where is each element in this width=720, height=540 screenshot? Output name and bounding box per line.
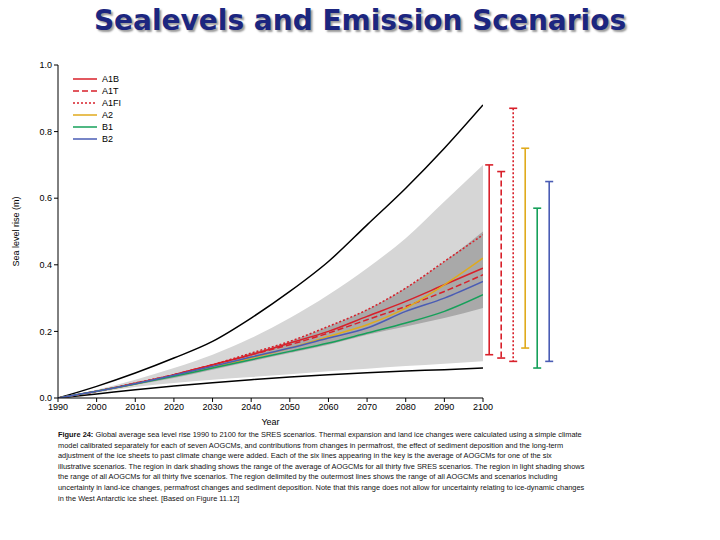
svg-text:0.8: 0.8 <box>39 127 52 137</box>
html-text:A1FI: A1FI <box>102 98 121 108</box>
svg-text:0.6: 0.6 <box>39 193 52 203</box>
svg-text:2050: 2050 <box>280 402 300 412</box>
svg-text:2020: 2020 <box>164 402 184 412</box>
html-text:B1: B1 <box>102 122 113 132</box>
svg-text:0.2: 0.2 <box>39 327 52 337</box>
svg-text:2000: 2000 <box>87 402 107 412</box>
svg-text:2090: 2090 <box>434 402 454 412</box>
svg-text:2030: 2030 <box>203 402 223 412</box>
svg-text:2040: 2040 <box>241 402 261 412</box>
html-text:A1T: A1T <box>102 86 119 96</box>
svg-text:2100: 2100 <box>473 402 493 412</box>
svg-text:1.0: 1.0 <box>39 60 52 70</box>
svg-text:Year: Year <box>261 417 279 425</box>
svg-text:0.4: 0.4 <box>39 260 52 270</box>
svg-text:Sea level rise (m): Sea level rise (m) <box>11 196 21 266</box>
html-text:B2: B2 <box>102 134 113 144</box>
html-text:A2: A2 <box>102 110 113 120</box>
svg-text:0.0: 0.0 <box>39 393 52 403</box>
svg-text:2080: 2080 <box>396 402 416 412</box>
svg-text:2010: 2010 <box>125 402 145 412</box>
html-text:A1B: A1B <box>102 74 119 84</box>
html-text:Figure 24: Global average sea: Figure 24: Global average sea level rise… <box>58 430 585 503</box>
html-text:Sealevels and Emission Scenari: Sealevels and Emission Scenarios <box>93 4 627 37</box>
svg-text:2070: 2070 <box>357 402 377 412</box>
svg-text:2060: 2060 <box>318 402 338 412</box>
svg-text:1990: 1990 <box>48 402 68 412</box>
